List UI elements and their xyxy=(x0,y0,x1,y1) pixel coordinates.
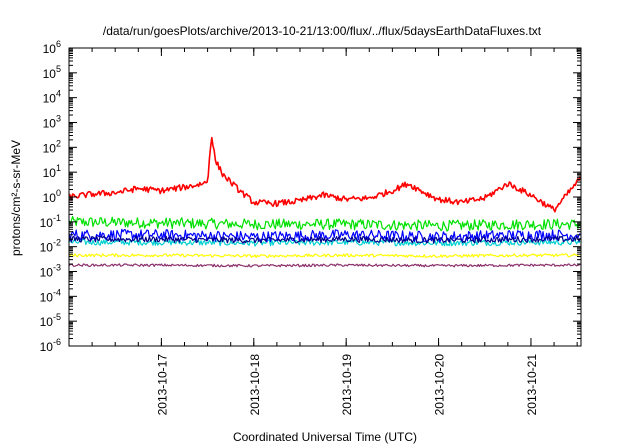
y-axis: 10-6 10-5 10-4 10-3 10-2 10-1 100 101 102 103 104 1… xyxy=(40,39,581,354)
series-line xyxy=(69,136,581,213)
series-layer xyxy=(69,136,581,268)
y-tick-label: 106 xyxy=(43,39,61,56)
x-tick-label: 2013-10-20 xyxy=(433,354,447,416)
x-axis: 2013-10-17 2013-10-18 2013-10-19 2013-10-20… xyxy=(68,48,578,416)
y-tick-label: 105 xyxy=(43,64,61,81)
y-axis-label: protons/cm²-s-sr-MeV xyxy=(9,140,23,256)
y-tick-label: 104 xyxy=(43,89,61,106)
series-line xyxy=(69,235,581,244)
y-tick-label: 101 xyxy=(43,163,61,180)
series-line xyxy=(69,253,581,258)
y-tick-label: 10-1 xyxy=(40,213,61,230)
y-tick-label: 10-4 xyxy=(40,287,61,304)
x-tick-label: 2013-10-17 xyxy=(155,354,169,416)
x-tick-label: 2013-10-19 xyxy=(340,354,354,416)
series-line xyxy=(69,215,581,232)
y-tick-label: 103 xyxy=(43,114,61,131)
x-tick-label: 2013-10-21 xyxy=(525,354,539,416)
x-tick-label: 2013-10-18 xyxy=(248,354,262,416)
series-line xyxy=(69,263,581,268)
y-tick-label: 10-6 xyxy=(40,337,61,354)
y-tick-label: 102 xyxy=(43,138,61,155)
y-tick-label: 100 xyxy=(43,188,61,205)
y-tick-label: 10-3 xyxy=(40,263,61,280)
x-axis-label: Coordinated Universal Time (UTC) xyxy=(233,430,417,444)
y-tick-label: 10-5 xyxy=(40,312,61,329)
y-tick-label: 10-2 xyxy=(40,238,61,255)
chart-title: /data/run/goesPlots/archive/2013-10-21/1… xyxy=(103,24,542,38)
